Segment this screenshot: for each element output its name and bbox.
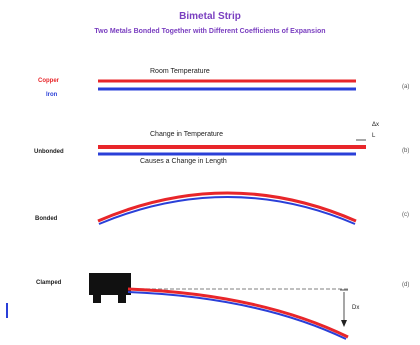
room-temperature-caption: Room Temperature bbox=[150, 68, 210, 75]
clamped-iron-curve bbox=[127, 291, 347, 340]
panel-label-c: (c) bbox=[402, 212, 409, 218]
delta-l-subscript: L bbox=[372, 133, 376, 139]
bonded-label: Bonded bbox=[35, 216, 58, 222]
panel-label-d: (d) bbox=[402, 282, 410, 288]
iron-label: Iron bbox=[46, 92, 58, 98]
clamped-label: Clamped bbox=[36, 280, 62, 286]
deflection-arrow-head bbox=[341, 320, 347, 327]
panel-label-b: (b) bbox=[402, 148, 410, 154]
change-in-temperature-caption: Change in Temperature bbox=[150, 131, 224, 138]
diagram-subtitle: Two Metals Bonded Together with Differen… bbox=[94, 28, 326, 35]
unbonded-label: Unbonded bbox=[34, 149, 64, 155]
delta-l-symbol: Δx bbox=[372, 122, 380, 128]
change-in-length-caption: Causes a Change in Length bbox=[140, 158, 227, 165]
clamped-copper-curve bbox=[127, 287, 349, 339]
panel-label-a: (a) bbox=[402, 84, 410, 90]
copper-label: Copper bbox=[38, 78, 59, 84]
bonded-iron-curve bbox=[98, 196, 356, 225]
diagram-title: Bimetal Strip bbox=[179, 11, 241, 22]
deflection-label: Dx bbox=[352, 305, 360, 311]
bonded-copper-curve bbox=[97, 191, 357, 223]
clamp-block bbox=[89, 273, 131, 295]
clamp-foot-right bbox=[118, 295, 126, 303]
clamp-foot-left bbox=[93, 295, 101, 303]
